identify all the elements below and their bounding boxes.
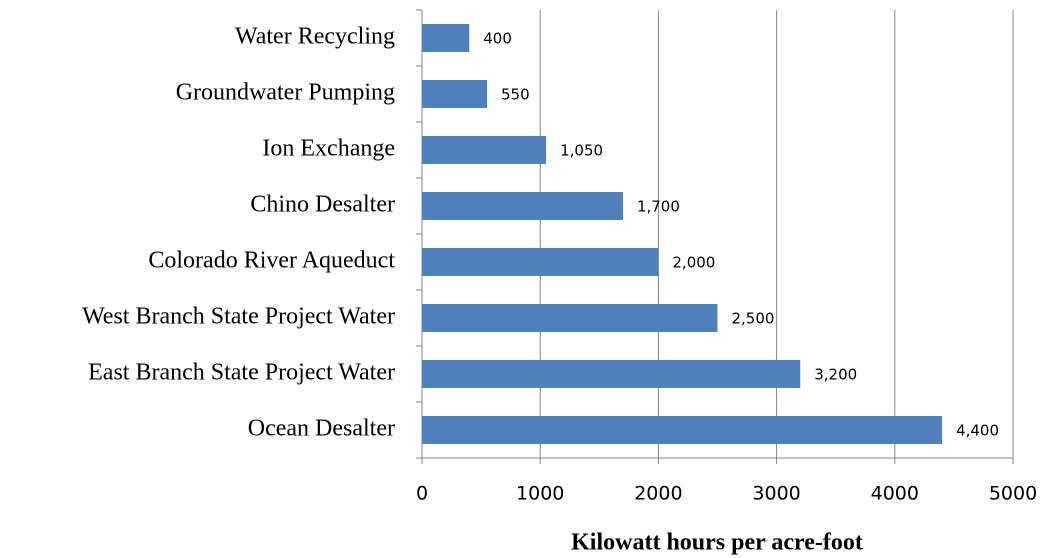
bar bbox=[422, 24, 470, 52]
y-tick-label: West Branch State Project Water bbox=[82, 304, 395, 330]
x-tick-label: 2000 bbox=[634, 483, 682, 505]
bar bbox=[422, 304, 718, 332]
y-tick-label: Groundwater Pumping bbox=[176, 80, 395, 106]
y-tick-label: East Branch State Project Water bbox=[88, 360, 395, 386]
value-label: 2,500 bbox=[732, 310, 775, 328]
value-label: 4,400 bbox=[956, 422, 999, 440]
x-tick-label: 4000 bbox=[871, 483, 919, 505]
x-tick-label: 5000 bbox=[989, 483, 1037, 505]
value-label: 400 bbox=[483, 30, 512, 48]
bar bbox=[422, 136, 547, 164]
y-tick-label: Water Recycling bbox=[235, 24, 395, 50]
x-tick-label: 1000 bbox=[516, 483, 564, 505]
value-label: 1,700 bbox=[637, 198, 680, 216]
y-tick-label: Ion Exchange bbox=[262, 136, 395, 162]
value-label: 3,200 bbox=[814, 366, 857, 384]
bar bbox=[422, 80, 488, 108]
y-tick-label: Chino Desalter bbox=[250, 192, 395, 218]
x-tick-label: 0 bbox=[416, 483, 428, 505]
x-tick-label: 3000 bbox=[752, 483, 800, 505]
bar bbox=[422, 192, 623, 220]
x-axis-title: Kilowatt hours per acre-foot bbox=[571, 530, 863, 556]
bar bbox=[422, 248, 659, 276]
y-tick-label: Ocean Desalter bbox=[248, 416, 395, 442]
value-label: 1,050 bbox=[560, 142, 603, 160]
value-label: 550 bbox=[501, 86, 530, 104]
bar bbox=[422, 416, 943, 444]
bar bbox=[422, 360, 801, 388]
y-tick-label: Colorado River Aqueduct bbox=[148, 248, 395, 274]
value-label: 2,000 bbox=[672, 254, 715, 272]
